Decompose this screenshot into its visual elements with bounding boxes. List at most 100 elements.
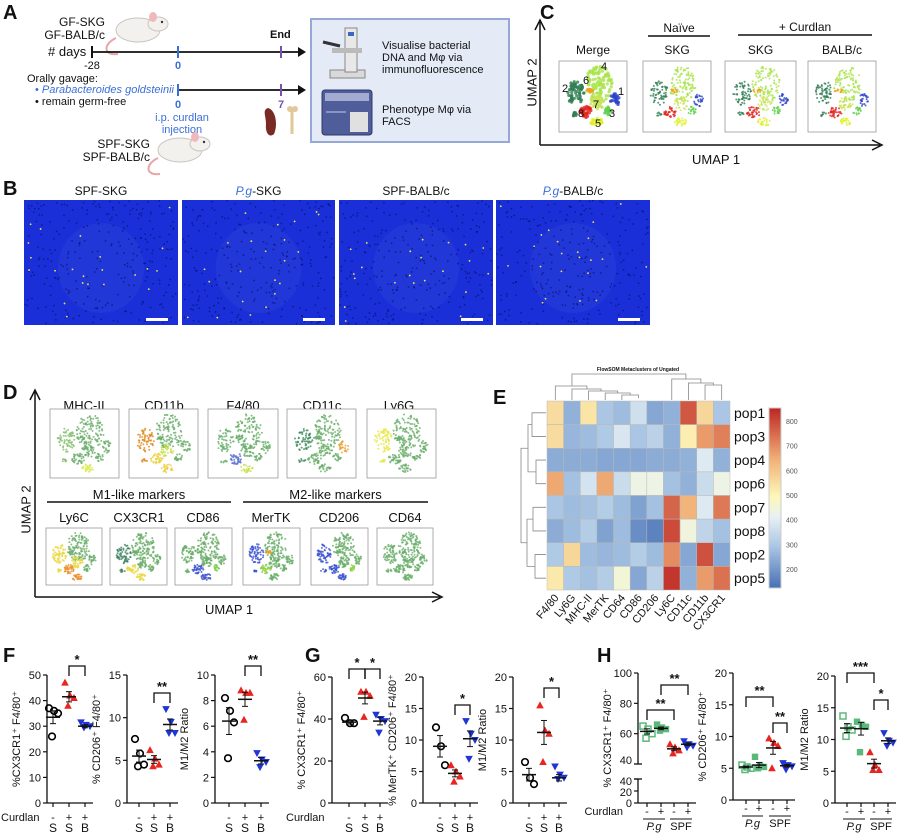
tissue-speck [168,284,170,286]
tissue-speck [352,214,354,216]
umap-cell [84,447,87,450]
umap-cell [694,96,697,99]
umap-cell [174,456,177,459]
umap-cell [80,548,83,551]
tissue-speck [461,263,464,266]
tissue-speck [483,220,485,223]
umap-cell [334,431,337,434]
umap-cell [94,559,97,562]
tissue-speck [423,259,425,262]
umap-cell [86,416,89,419]
umap-cell [139,551,142,554]
tissue-speck [49,285,52,287]
umap-cell [402,455,405,458]
umap-cell [680,66,683,69]
umap-cell [700,95,703,98]
umap-cell [71,446,74,449]
bacterial-dna-dot [487,272,490,275]
tissue-speck [438,279,441,282]
tissue-speck [62,265,64,268]
umap-cell [92,556,95,559]
umap-cell [328,452,331,455]
bacterial-dna-dot [54,269,56,272]
tissue-speck [500,299,503,301]
tissue-speck [271,286,273,289]
tissue-speck [531,308,533,310]
tissue-speck [206,295,209,297]
tissue-speck [592,235,595,238]
tissue-speck [558,279,561,281]
bacterial-dna-dot [499,205,502,208]
tissue-speck [288,241,290,244]
tissue-speck [390,315,393,317]
umap-cell [58,556,61,559]
tissue-speck [42,248,44,250]
umap-cell [90,563,93,566]
umap-cell [158,424,161,427]
tissue-speck [524,270,526,273]
umap-cell [827,81,830,84]
tissue-speck [40,205,42,207]
umap-cell [747,112,750,115]
umap-cell [745,97,748,100]
umap-cell [570,90,574,95]
umap-cell [670,88,673,91]
umap-cell [316,442,319,445]
tissue-speck [347,322,350,325]
umap-cell [660,94,663,97]
umap-cell [231,455,234,458]
tissue-speck [384,240,387,242]
tissue-speck [26,299,29,301]
umap-cell [685,95,688,98]
umap-cell [770,69,773,72]
umap-cell [139,447,142,450]
umap-cell [132,565,135,568]
umap-cell [821,99,824,102]
umap-cell [172,450,175,453]
umap-cell [604,109,608,113]
tissue-speck [226,257,229,259]
tissue-speck [590,268,592,270]
umap-cell [253,443,256,446]
tissue-speck [93,316,95,318]
bacterial-dna-dot [595,299,598,302]
tissue-speck [82,226,85,229]
tissue-speck [230,208,233,210]
umap-cell [825,92,828,95]
umap-cell [323,464,326,467]
tissue-speck [567,320,570,322]
umap-cell [611,95,615,99]
tissue-speck [44,265,46,267]
umap-cell [155,428,158,431]
umap-cell [118,553,121,556]
umap-cell [761,98,764,101]
tissue-speck [563,247,565,249]
tissue-speck [292,305,294,308]
umap-cell [687,67,690,70]
umap-cell [741,101,744,104]
umap-cell [333,436,336,439]
umap-cell [735,88,738,91]
umap-cell [687,111,690,114]
umap-cell [692,112,695,115]
umap-cell [64,458,67,461]
umap-cell [64,554,67,557]
umap-cell [773,106,776,109]
umap-cell [79,560,82,563]
umap-cell [241,436,244,439]
umap-cell [395,428,398,431]
umap-cell [318,425,321,428]
tissue-speck [140,237,142,239]
umap-cell [601,75,606,80]
umap-cell [589,102,593,106]
umap-cell [861,103,864,106]
tissue-speck [617,314,620,316]
umap-cell [824,112,827,115]
umap-cell [306,440,309,443]
umap-cell [566,91,570,95]
tissue-speck [326,231,328,234]
umap-cell [118,556,121,559]
umap-cell [245,414,248,417]
umap-cell [144,534,147,537]
tissue-speck [280,315,282,318]
